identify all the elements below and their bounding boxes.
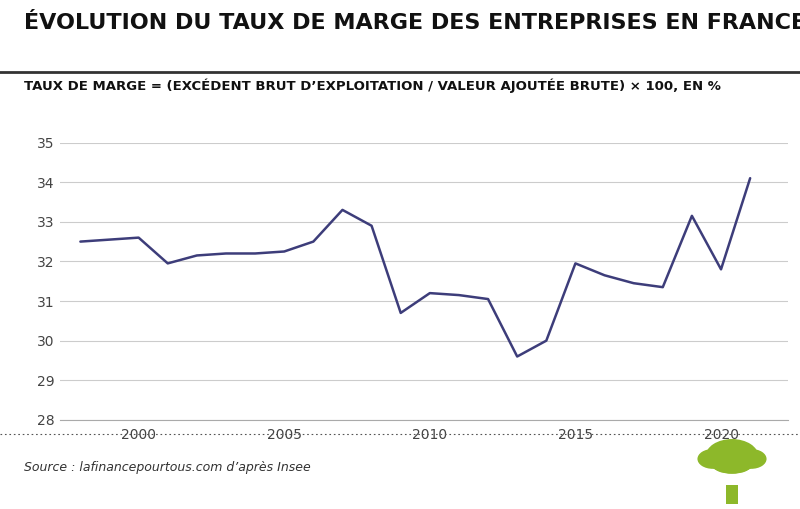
Ellipse shape — [718, 439, 746, 456]
Ellipse shape — [698, 449, 728, 469]
Ellipse shape — [736, 449, 766, 469]
Bar — [726, 486, 738, 504]
Text: TAUX DE MARGE = (EXCÉDENT BRUT D’EXPLOITATION / VALEUR AJOUTÉE BRUTE) × 100, EN : TAUX DE MARGE = (EXCÉDENT BRUT D’EXPLOIT… — [24, 79, 721, 93]
Ellipse shape — [706, 439, 758, 473]
Text: ÉVOLUTION DU TAUX DE MARGE DES ENTREPRISES EN FRANCE: ÉVOLUTION DU TAUX DE MARGE DES ENTREPRIS… — [24, 13, 800, 33]
Ellipse shape — [713, 457, 751, 474]
Text: Source : lafinancepourtous.com d’après Insee: Source : lafinancepourtous.com d’après I… — [24, 461, 310, 474]
